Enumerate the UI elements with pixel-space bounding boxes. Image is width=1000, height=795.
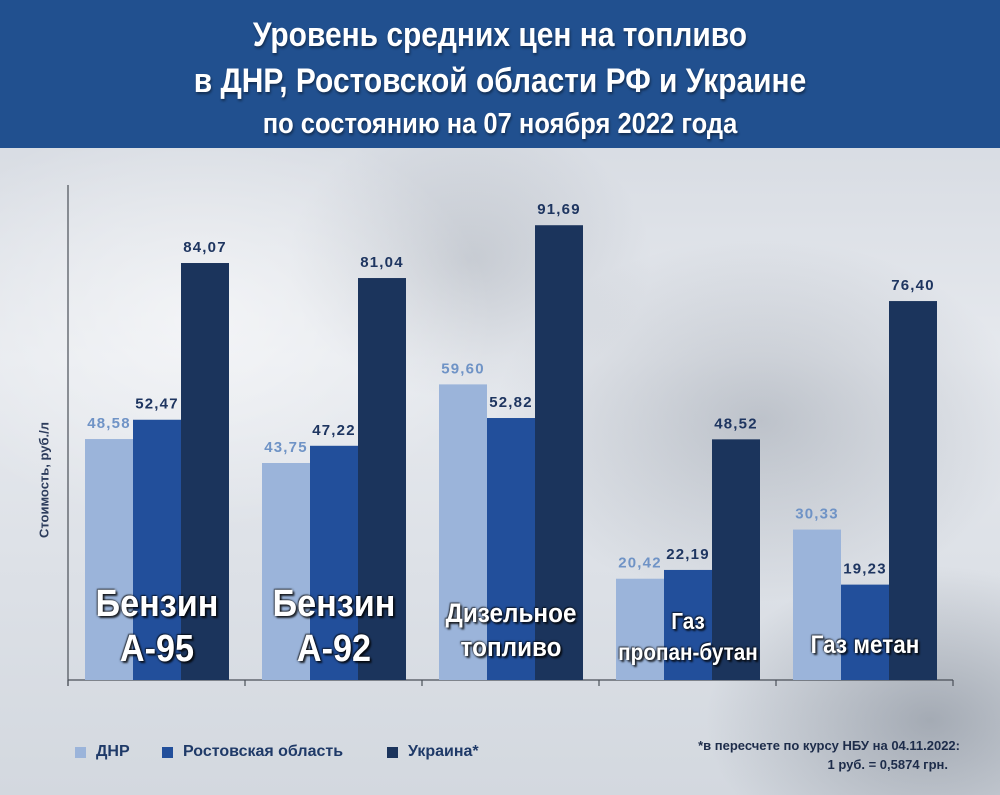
- bar-rostov-4: [841, 584, 889, 680]
- bar-ukraine-4: [889, 301, 937, 680]
- bar-dnr-0: [85, 439, 133, 680]
- data-label-ukraine-0: 84,07: [183, 239, 227, 256]
- data-label-rostov-4: 19,23: [843, 561, 887, 578]
- bar-dnr-3: [616, 578, 664, 680]
- data-label-rostov-2: 52,82: [489, 394, 533, 411]
- bar-rostov-3: [664, 569, 712, 680]
- bar-dnr-2: [439, 384, 487, 680]
- data-label-ukraine-3: 48,52: [714, 415, 758, 432]
- footnote-line-1: *в пересчете по курсу НБУ на 04.11.2022:: [698, 738, 960, 753]
- data-label-rostov-1: 47,22: [312, 422, 356, 439]
- bar-dnr-4: [793, 529, 841, 680]
- legend-item-rostov: Ростовская область: [162, 743, 343, 761]
- chart-subtitle: по состоянию на 07 ноября 2022 года: [262, 108, 738, 140]
- legend-swatch-dnr: [75, 746, 86, 758]
- bars: [85, 225, 937, 681]
- data-label-rostov-3: 22,19: [666, 546, 710, 563]
- header-banner: Уровень средних цен на топливо в ДНР, Ро…: [0, 0, 1000, 148]
- data-label-rostov-0: 52,47: [135, 396, 179, 413]
- data-label-dnr-4: 30,33: [795, 506, 839, 523]
- legend-item-dnr: ДНР: [75, 743, 130, 761]
- legend-item-ukraine: Украина*: [387, 743, 479, 761]
- legend-label-dnr: ДНР: [96, 743, 130, 760]
- bar-ukraine-2: [535, 225, 583, 681]
- data-label-ukraine-1: 81,04: [360, 254, 404, 271]
- bar-ukraine-3: [712, 439, 760, 680]
- chart-title: Уровень средних цен на топливо в ДНР, Ро…: [193, 16, 807, 100]
- bar-rostov-0: [133, 419, 181, 680]
- bar-rostov-1: [310, 445, 358, 680]
- y-axis-label: Стоимость, руб./л: [36, 422, 51, 538]
- data-labels: 48,58 43,75 59,60 20,42 30,33 52,47 47,22 52,82…: [87, 201, 935, 578]
- data-label-dnr-1: 43,75: [264, 439, 308, 456]
- data-label-dnr-0: 48,58: [87, 415, 131, 432]
- bar-ukraine-1: [358, 278, 406, 680]
- data-label-dnr-3: 20,42: [618, 555, 662, 572]
- data-label-ukraine-4: 76,40: [891, 277, 935, 294]
- legend-swatch-rostov: [162, 746, 173, 758]
- bar-ukraine-0: [181, 263, 229, 680]
- legend-label-rostov: Ростовская область: [183, 743, 344, 760]
- bar-dnr-1: [262, 463, 310, 680]
- footnote-line-2: 1 руб. = 0,5874 грн.: [827, 757, 949, 772]
- data-label-ukraine-2: 91,69: [537, 201, 581, 218]
- bar-rostov-2: [487, 418, 535, 680]
- legend-label-ukraine: Украина*: [408, 743, 479, 760]
- data-label-dnr-2: 59,60: [441, 360, 485, 377]
- legend-swatch-ukraine: [387, 746, 398, 758]
